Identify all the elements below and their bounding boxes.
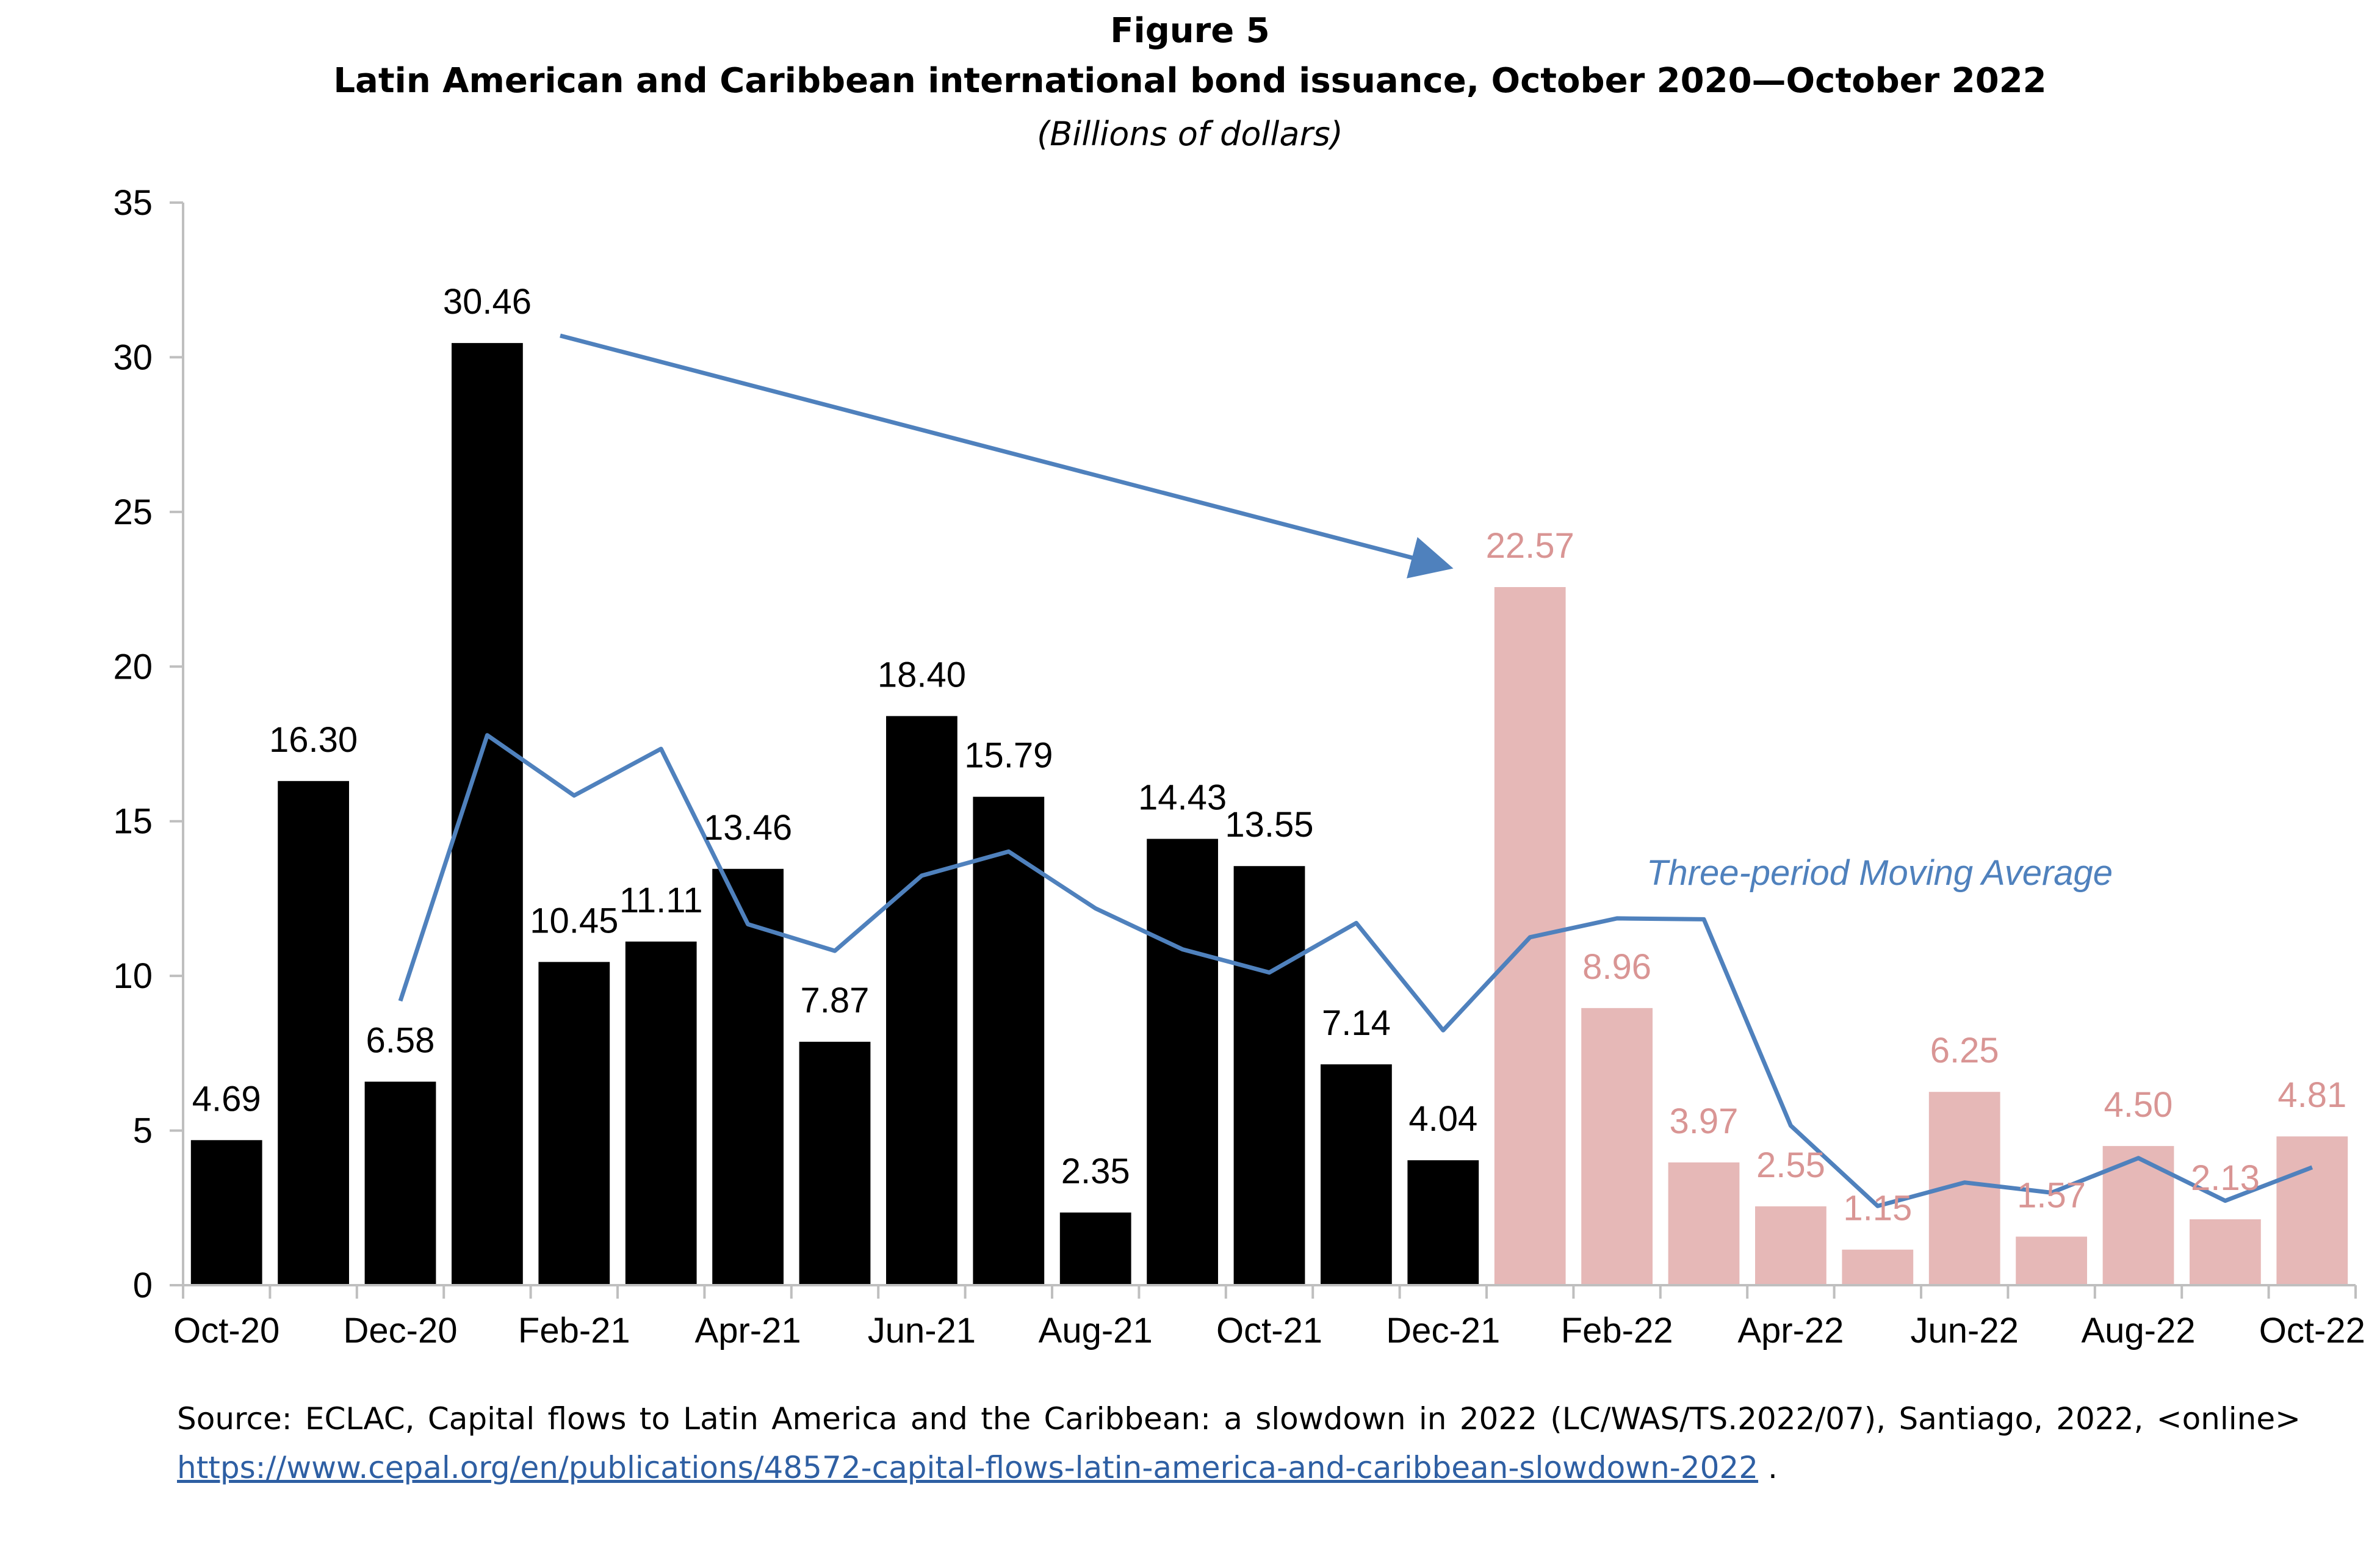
value-label-Apr-22: 2.55 [1756, 1145, 1825, 1185]
source-link[interactable]: https://www.cepal.org/en/publications/48… [177, 1450, 1759, 1485]
value-label-Dec-21: 4.04 [1408, 1099, 1477, 1139]
x-tick-label: Jun-22 [1911, 1311, 2019, 1350]
source-note: Source: ECLAC, Capital flows to Latin Am… [177, 1394, 2301, 1492]
bar-Aug-21 [1059, 1212, 1131, 1285]
value-label-Feb-21: 10.45 [530, 901, 618, 940]
bar-Nov-21 [1321, 1064, 1392, 1285]
bar-Mar-22 [1668, 1162, 1740, 1285]
value-label-Jun-22: 6.25 [1930, 1031, 1999, 1070]
chart-subtitle: (Billions of dollars) [1037, 115, 1343, 153]
moving-average-line [398, 733, 2313, 1208]
bar-Feb-21 [538, 962, 610, 1285]
bar-Apr-21 [712, 868, 784, 1285]
x-tick-label: Oct-20 [173, 1311, 279, 1350]
x-tick-label: Oct-21 [1216, 1311, 1322, 1350]
source-text: Source: ECLAC, Capital flows to Latin Am… [177, 1401, 2301, 1437]
bar-Dec-21 [1407, 1160, 1479, 1285]
bar-Oct-20 [190, 1140, 262, 1285]
value-label-Jan-22: 22.57 [1486, 526, 1574, 566]
x-tick-label: Aug-21 [1039, 1311, 1153, 1350]
y-tick-label: 15 [113, 802, 153, 842]
x-tick-label: Aug-22 [2081, 1311, 2195, 1350]
moving-average-label: Three-period Moving Average [1646, 853, 2113, 893]
value-label-Aug-21: 2.35 [1061, 1152, 1130, 1191]
value-label-Mar-21: 11.11 [619, 881, 703, 920]
figure-label: Figure 5 [1110, 11, 1270, 51]
y-tick-label: 20 [113, 647, 153, 687]
value-label-Jan-21: 30.46 [443, 282, 532, 322]
x-tick-label: Jun-21 [868, 1311, 976, 1350]
x-tick-label: Dec-21 [1386, 1311, 1500, 1350]
bar-May-21 [799, 1042, 871, 1285]
source-suffix: . [1758, 1450, 1778, 1485]
value-label-Jul-22: 1.57 [2017, 1175, 2086, 1215]
trend-arrow [560, 333, 1454, 579]
x-tick-label: Dec-20 [344, 1311, 458, 1350]
bar-Sep-21 [1147, 838, 1218, 1285]
value-label-Sep-21: 14.43 [1138, 778, 1227, 818]
bar-Sep-22 [2190, 1219, 2261, 1285]
value-label-Oct-21: 13.55 [1225, 805, 1313, 845]
y-tick-label: 30 [113, 337, 153, 377]
bar-Nov-20 [278, 781, 349, 1285]
bar-Oct-22 [2276, 1136, 2348, 1285]
bar-Jul-21 [973, 796, 1045, 1285]
bar-Jul-22 [2016, 1236, 2087, 1285]
value-label-Dec-20: 6.58 [366, 1020, 435, 1060]
bond-issuance-chart: 0 5 10 15 20 25 30 35 Oct-20 Dec-20 Feb-21 Apr-21 Ju… [113, 183, 2365, 1350]
y-tick-label: 35 [113, 183, 153, 223]
bar-Apr-22 [1755, 1206, 1826, 1285]
x-tick-label: Feb-22 [1561, 1311, 1673, 1350]
y-tick-label: 10 [113, 956, 153, 996]
chart-title: Latin American and Caribbean internation… [333, 61, 2047, 101]
value-label-Feb-22: 8.96 [1582, 947, 1651, 987]
value-label-Apr-21: 13.46 [704, 808, 792, 848]
bar-May-22 [1842, 1249, 1914, 1285]
value-label-Nov-21: 7.14 [1322, 1003, 1391, 1043]
value-label-May-22: 1.15 [1843, 1189, 1912, 1228]
value-label-Nov-20: 16.30 [269, 720, 358, 760]
x-tick-label: Apr-22 [1737, 1311, 1844, 1350]
value-label-Oct-20: 4.69 [192, 1079, 261, 1119]
value-label-Jul-21: 15.79 [964, 736, 1053, 776]
y-tick-label: 25 [113, 492, 153, 532]
bar-Dec-20 [364, 1081, 436, 1285]
bar-Feb-22 [1581, 1008, 1653, 1285]
bar-Mar-21 [625, 941, 697, 1285]
y-tick-label: 5 [133, 1111, 153, 1151]
value-label-Jun-21: 18.40 [878, 655, 966, 694]
x-tick-label: Feb-21 [518, 1311, 630, 1350]
bar-Oct-21 [1233, 866, 1305, 1285]
x-tick-label: Apr-21 [695, 1311, 801, 1350]
value-label-Mar-22: 3.97 [1670, 1102, 1739, 1141]
value-label-Aug-22: 4.50 [2104, 1085, 2173, 1125]
bar-Jun-21 [886, 716, 957, 1285]
x-tick-label: Oct-22 [2259, 1311, 2365, 1350]
value-label-May-21: 7.87 [801, 981, 870, 1020]
value-label-Oct-22: 4.81 [2277, 1075, 2346, 1115]
y-tick-label: 0 [133, 1266, 153, 1305]
value-label-Sep-22: 2.13 [2191, 1158, 2260, 1198]
